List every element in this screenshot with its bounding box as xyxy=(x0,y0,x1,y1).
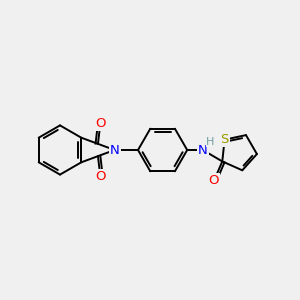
Text: S: S xyxy=(220,133,229,146)
Text: O: O xyxy=(209,174,219,188)
Text: O: O xyxy=(95,117,106,130)
Text: N: N xyxy=(198,143,208,157)
Text: N: N xyxy=(110,143,119,157)
Text: H: H xyxy=(206,136,214,147)
Text: O: O xyxy=(95,170,106,183)
